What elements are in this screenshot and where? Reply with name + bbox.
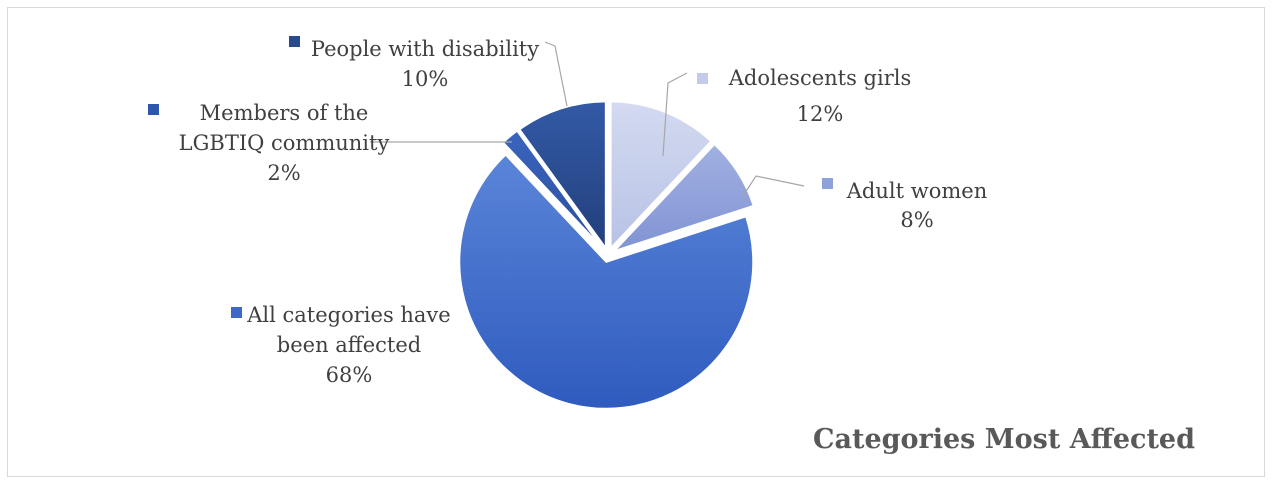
data-label-category: Adult women [846, 179, 987, 203]
legend-swatch [822, 178, 833, 189]
data-label-category: Members of the [200, 101, 369, 125]
leader-line [544, 41, 568, 107]
legend-swatch [231, 307, 242, 318]
data-label-category: been affected [277, 333, 421, 357]
data-label-value: 12% [797, 102, 844, 126]
legend-swatch [289, 36, 300, 47]
leader-line [662, 72, 688, 157]
data-label-value: 8% [900, 208, 933, 232]
data-label-value: 10% [402, 67, 449, 91]
data-label-value: 2% [267, 161, 300, 185]
pie-slice [609, 100, 713, 252]
chart-title: Categories Most Affected [813, 424, 1195, 455]
data-label-category: Adolescents girls [728, 66, 911, 90]
pie-slice [613, 142, 755, 253]
leader-line [742, 175, 805, 197]
data-label-category: All categories have [246, 303, 450, 327]
legend-swatch [148, 104, 159, 115]
pie-slice [518, 100, 607, 252]
data-label-category: LGBTIQ community [179, 131, 390, 155]
pie-slice [458, 153, 755, 410]
data-label-category: People with disability [311, 37, 539, 61]
data-label-value: 68% [326, 363, 373, 387]
legend-swatch [697, 73, 708, 84]
